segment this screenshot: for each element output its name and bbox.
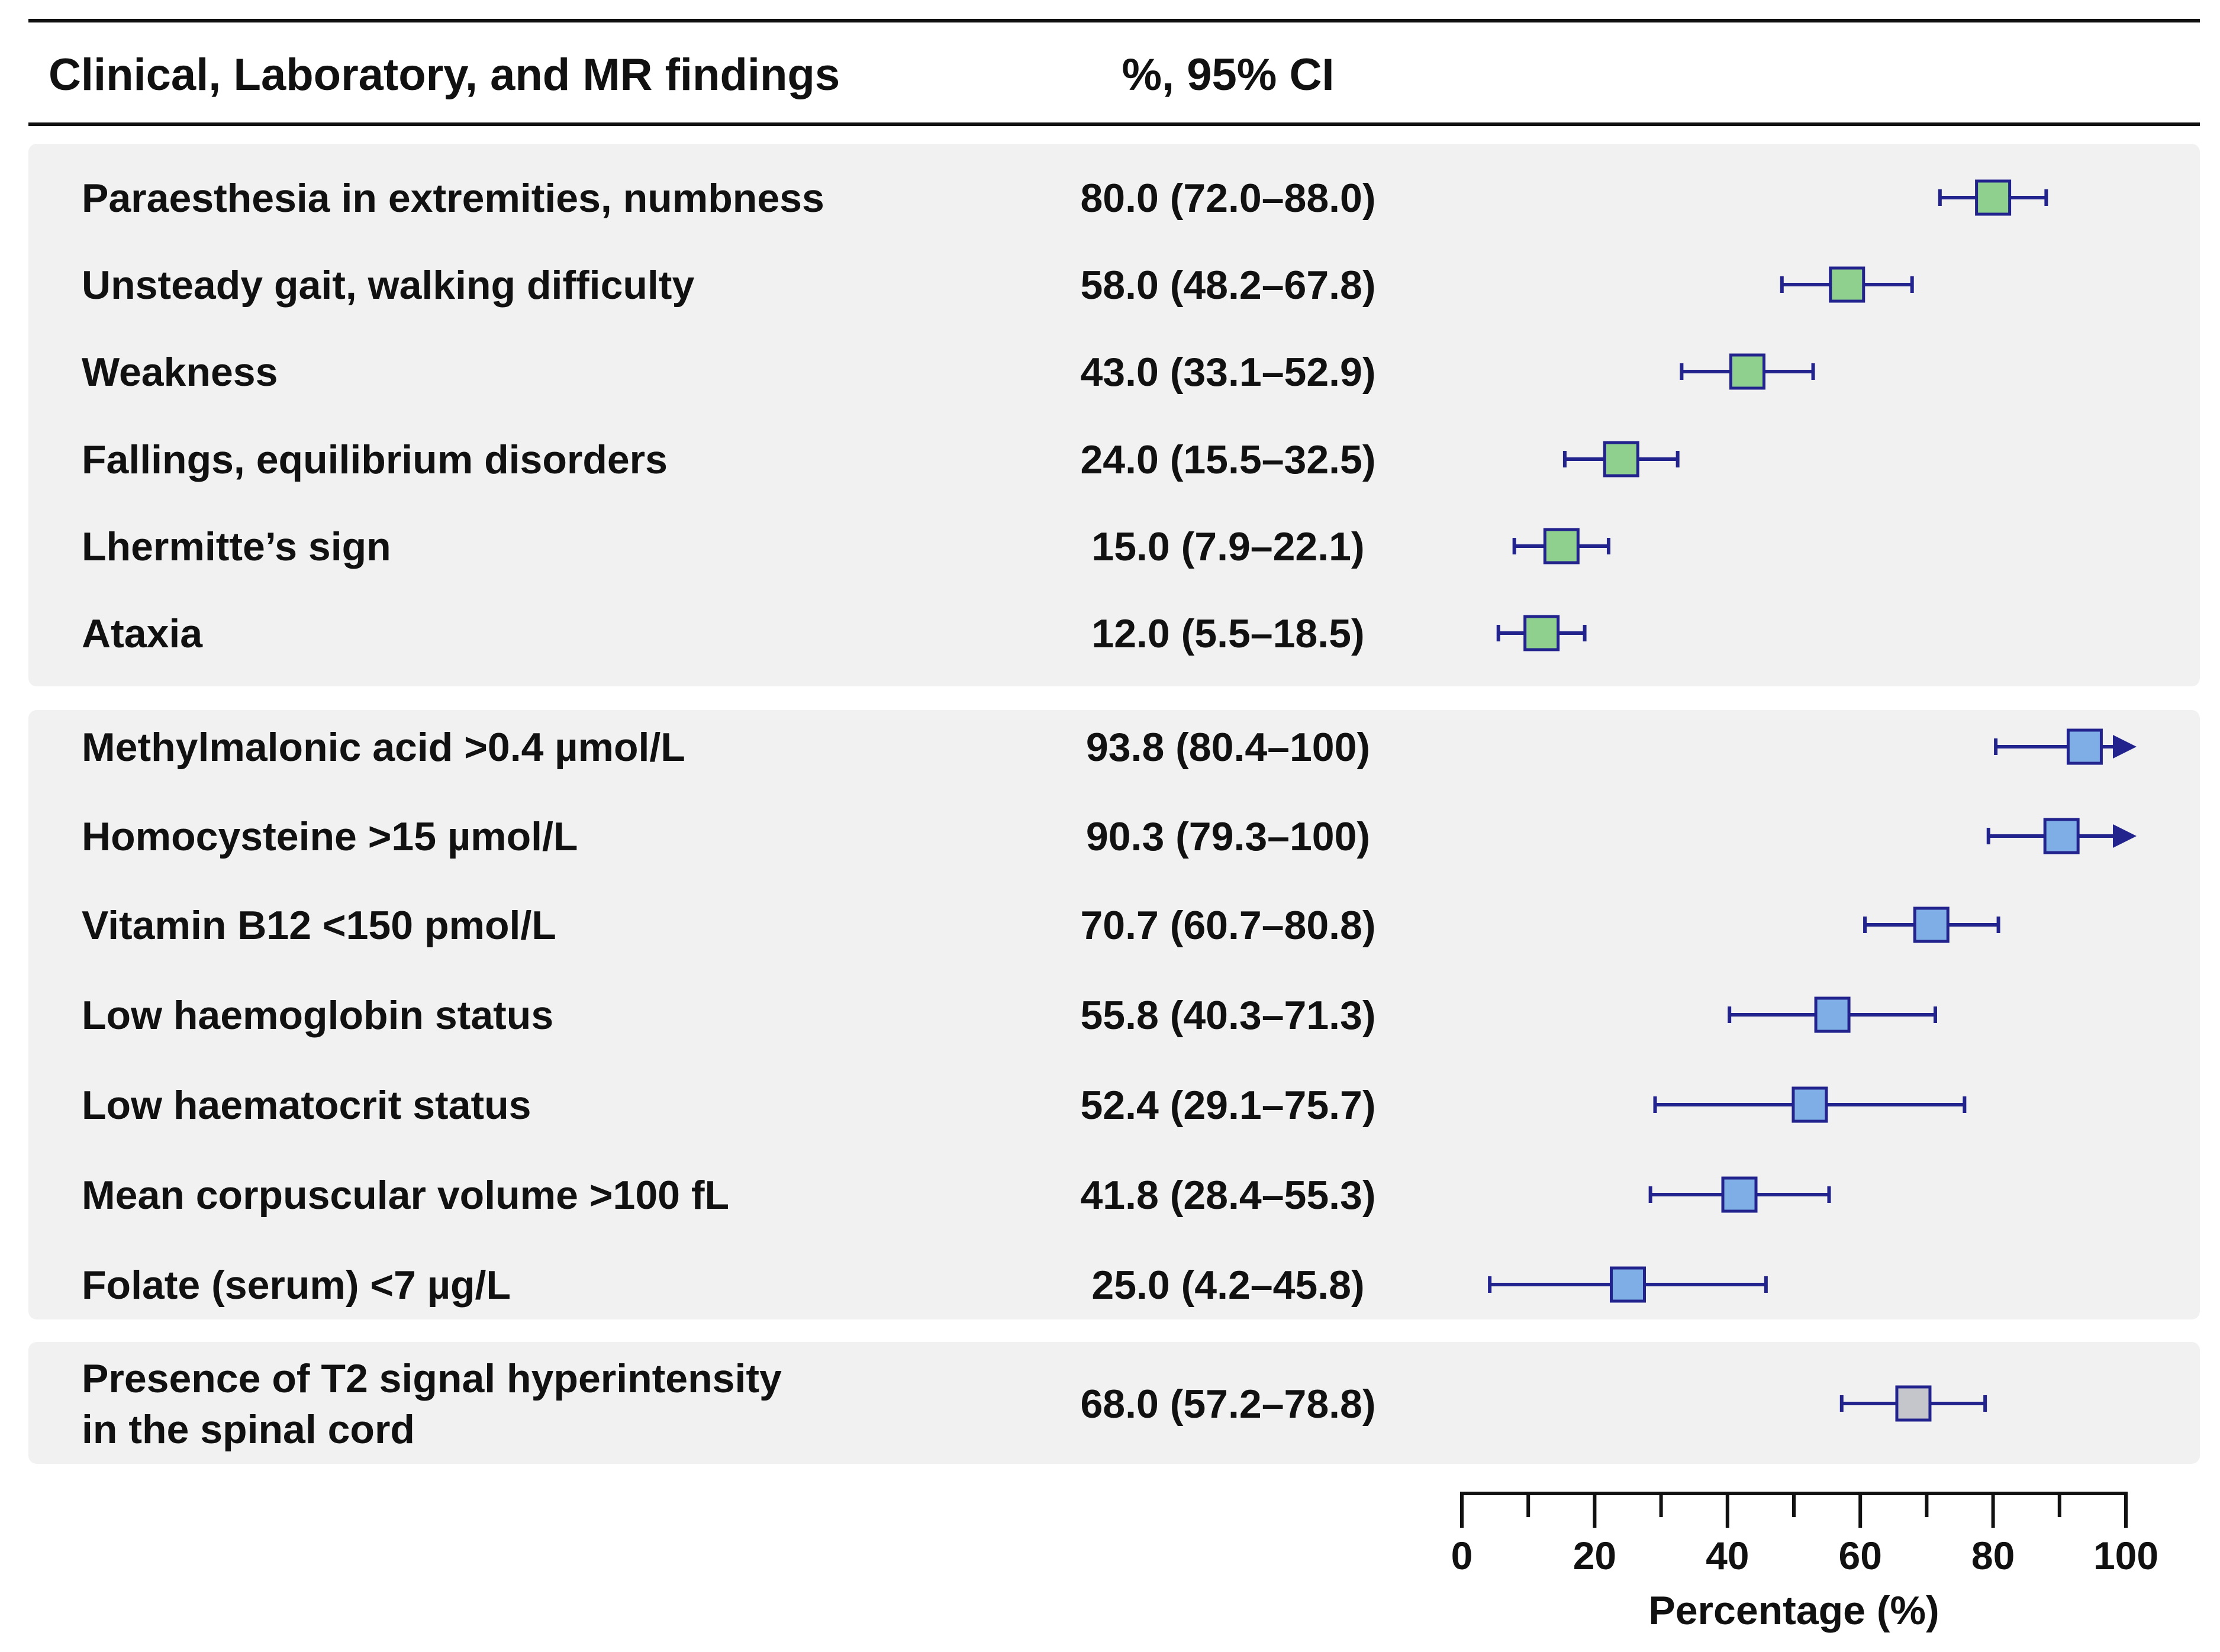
x-tick-label: 60 xyxy=(1838,1534,1881,1577)
row-label: Folate (serum) <7 µg/L xyxy=(82,1263,511,1308)
ci-arrow xyxy=(2113,824,2137,848)
x-axis-title: Percentage (%) xyxy=(1648,1588,1939,1633)
row-ci-value: 68.0 (57.2–78.8) xyxy=(1080,1382,1375,1427)
row-ci-value: 24.0 (15.5–32.5) xyxy=(1080,437,1375,482)
x-axis: 0 20 40 60 80 100 xyxy=(1451,1492,2158,1577)
group-panel-clinical xyxy=(28,144,2200,686)
forest-rows: Paraesthesia in extremities, numbness 80.… xyxy=(82,176,2137,1452)
header-finding-column: Clinical, Laboratory, and MR findings xyxy=(49,50,840,100)
group-panel-laboratory xyxy=(28,710,2200,1319)
point-estimate xyxy=(1603,441,1639,477)
row-label: Fallings, equilibrium disorders xyxy=(82,437,668,482)
row-ci-value: 12.0 (5.5–18.5) xyxy=(1091,611,1364,656)
row-ci-value: 58.0 (48.2–67.8) xyxy=(1080,263,1375,308)
point-estimate xyxy=(1729,353,1765,390)
ci-arrow xyxy=(2113,735,2137,759)
point-estimate xyxy=(1895,1385,1932,1422)
row-label: Presence of T2 signal hyperintensity xyxy=(82,1356,782,1401)
row-label: Homocysteine >15 µmol/L xyxy=(82,814,578,859)
point-estimate xyxy=(1913,906,1950,943)
header-ci-column: %, 95% CI xyxy=(1122,50,1334,100)
row-label: Vitamin B12 <150 pmol/L xyxy=(82,903,556,948)
row-ci-value: 25.0 (4.2–45.8) xyxy=(1091,1263,1364,1308)
group-panels xyxy=(28,144,2200,1464)
row-ci-value: 70.7 (60.7–80.8) xyxy=(1080,903,1375,948)
row-ci-value: 55.8 (40.3–71.3) xyxy=(1080,993,1375,1038)
x-tick-label: 80 xyxy=(1971,1534,2015,1577)
point-estimate xyxy=(1610,1266,1646,1303)
row-ci-value: 52.4 (29.1–75.7) xyxy=(1080,1083,1375,1128)
point-estimate xyxy=(2066,728,2103,765)
point-estimate xyxy=(1543,528,1580,564)
point-estimate xyxy=(1975,179,2012,216)
row-ci-value: 43.0 (33.1–52.9) xyxy=(1080,350,1375,395)
x-tick-label: 40 xyxy=(1706,1534,1749,1577)
row-ci-value: 93.8 (80.4–100) xyxy=(1086,725,1370,770)
row-label: Low haematocrit status xyxy=(82,1083,531,1128)
row-label: Low haemoglobin status xyxy=(82,993,553,1038)
point-estimate xyxy=(1814,996,1851,1033)
row-label: in the spinal cord xyxy=(82,1407,415,1452)
x-tick-label: 20 xyxy=(1573,1534,1616,1577)
row-label: Lhermitte’s sign xyxy=(82,524,391,569)
row-ci-value: 15.0 (7.9–22.1) xyxy=(1091,524,1364,569)
row-label: Methylmalonic acid >0.4 µmol/L xyxy=(82,725,685,770)
point-estimate xyxy=(1523,615,1560,651)
row-label: Ataxia xyxy=(82,611,203,656)
x-tick-label: 0 xyxy=(1451,1534,1473,1577)
row-ci-value: 90.3 (79.3–100) xyxy=(1086,814,1370,859)
point-estimate xyxy=(1721,1176,1758,1213)
row-label: Weakness xyxy=(82,350,278,395)
point-estimate xyxy=(2043,818,2080,854)
x-tick-label: 100 xyxy=(2093,1534,2158,1577)
row-label: Mean corpuscular volume >100 fL xyxy=(82,1173,729,1218)
point-estimate xyxy=(1792,1086,1828,1123)
row-label: Paraesthesia in extremities, numbness xyxy=(82,176,824,221)
group-panel-mr xyxy=(28,1342,2200,1464)
row-ci-value: 41.8 (28.4–55.3) xyxy=(1080,1173,1375,1218)
point-estimate xyxy=(1829,266,1865,303)
row-label: Unsteady gait, walking difficulty xyxy=(82,263,694,308)
row-ci-value: 80.0 (72.0–88.0) xyxy=(1080,176,1375,221)
